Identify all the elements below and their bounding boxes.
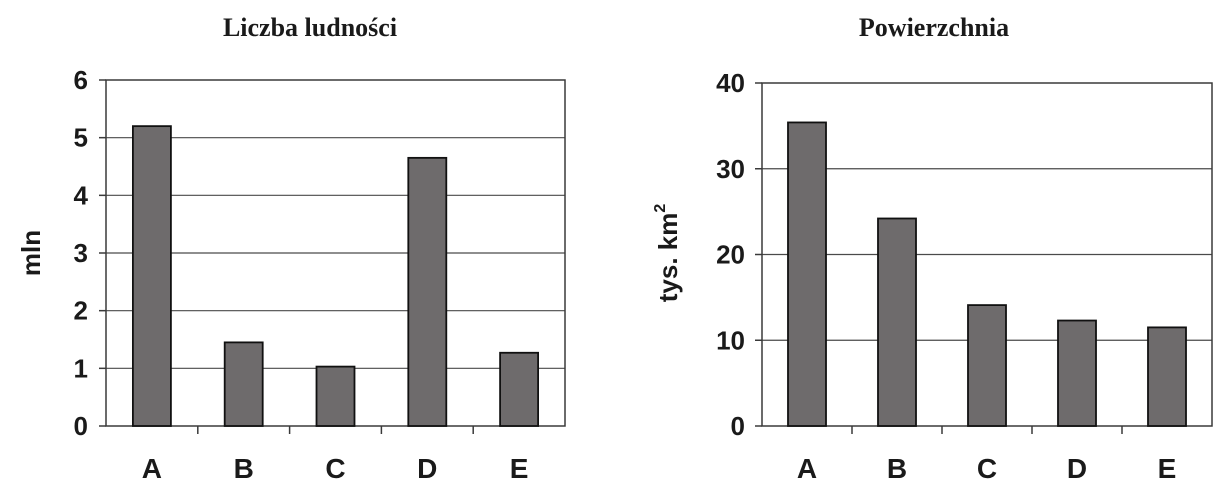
bar-a — [131, 125, 172, 427]
bar-c — [315, 365, 356, 427]
y-tick-label: 5 — [74, 123, 88, 153]
y-tick-label: 1 — [74, 353, 88, 383]
y-tick-label: 30 — [716, 154, 745, 184]
population-chart: Liczba ludności 0 1 2 3 4 5 6 A B C D E mln — [16, 13, 566, 484]
y-tick-label: 4 — [74, 180, 89, 210]
bar-d — [1057, 319, 1097, 427]
bar-e — [1147, 326, 1187, 427]
y-tick-label: 6 — [74, 65, 88, 95]
population-bars — [131, 125, 540, 427]
bar-c — [967, 304, 1007, 427]
category-label: B — [887, 453, 907, 484]
y-tick-label: 20 — [716, 240, 745, 270]
category-label: C — [325, 453, 345, 484]
category-label: E — [1158, 453, 1177, 484]
area-y-axis-label-superscript: 2 — [652, 204, 669, 213]
bar-d — [407, 156, 448, 427]
population-y-axis-label: mln — [16, 230, 46, 276]
population-categories: A B C D E — [142, 453, 529, 484]
y-tick-label: 0 — [74, 411, 88, 441]
population-y-ticks: 0 1 2 3 4 5 6 — [74, 65, 106, 441]
area-x-ticks — [851, 426, 1123, 434]
population-gridlines — [106, 137, 565, 369]
area-y-axis-label: tys. km2 — [652, 204, 683, 303]
category-label: B — [234, 453, 254, 484]
area-bars — [787, 121, 1187, 427]
area-chart: Powierzchnia 0 10 20 30 40 A B C D E tys. km2 — [652, 13, 1213, 484]
y-tick-label: 2 — [74, 296, 88, 326]
y-tick-label: 3 — [74, 238, 88, 268]
population-chart-title: Liczba ludności — [223, 13, 397, 42]
bar-a — [787, 121, 827, 427]
category-label: A — [797, 453, 817, 484]
y-tick-label: 0 — [731, 411, 745, 441]
category-label: C — [977, 453, 997, 484]
y-tick-label: 40 — [716, 68, 745, 98]
y-tick-label: 10 — [716, 325, 745, 355]
category-label: D — [1067, 453, 1087, 484]
area-chart-title: Powierzchnia — [859, 13, 1009, 42]
area-categories: A B C D E — [797, 453, 1176, 484]
category-label: A — [142, 453, 162, 484]
bar-e — [499, 351, 540, 427]
area-y-ticks: 0 10 20 30 40 — [716, 68, 762, 441]
bar-b — [223, 341, 264, 427]
category-label: D — [417, 453, 437, 484]
population-x-ticks — [197, 426, 474, 434]
area-y-axis-label-main: tys. km — [653, 213, 683, 303]
bar-b — [877, 217, 917, 427]
category-label: E — [510, 453, 529, 484]
